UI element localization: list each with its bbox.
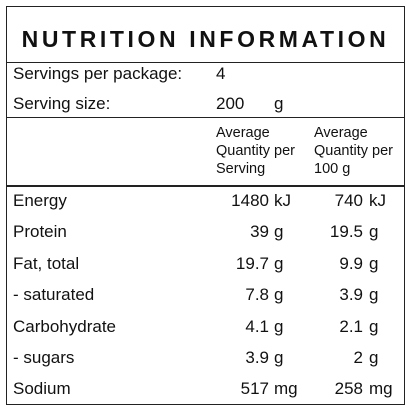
column-header-line: Average (216, 125, 270, 141)
per-serving-unit: g (274, 317, 284, 336)
per-100g-unit: g (369, 348, 379, 367)
per-serving-unit: mg (274, 379, 298, 398)
per-100g-value: 3.9 (339, 285, 363, 304)
per-serving-value: 517 (240, 379, 269, 398)
nutrient-name: Carbohydrate (13, 317, 117, 336)
per-100g-unit: g (369, 285, 379, 304)
per-100g-value: 2 (353, 348, 363, 367)
nutrient-name: Fat, total (13, 254, 80, 273)
per-100g-unit: g (369, 254, 379, 273)
nutrient-name: Protein (13, 222, 67, 241)
title-divider (7, 62, 404, 63)
per-100g-value: 19.5 (329, 222, 363, 241)
serving-size-value: 200 (216, 94, 245, 113)
per-100g-value: 2.1 (339, 317, 363, 336)
per-serving-unit: g (274, 348, 284, 367)
column-header-line: Serving (216, 161, 266, 177)
column-header-line: 100 g (314, 161, 351, 177)
per-serving-value: 39 (250, 222, 269, 241)
per-serving-unit: g (274, 254, 284, 273)
nutrient-name: Energy (13, 191, 67, 210)
per-serving-value: 7.8 (245, 285, 269, 304)
panel-title: NUTRITION INFORMATION (21, 26, 390, 52)
per-100g-unit: kJ (369, 191, 386, 210)
nutrient-name: Sodium (13, 379, 71, 398)
per-100g-unit: g (369, 222, 379, 241)
per-serving-unit: kJ (274, 191, 291, 210)
per-serving-unit: g (274, 285, 284, 304)
column-header-line: Quantity per (216, 143, 295, 159)
column-header-per-serving: Average Quantity per Serving (216, 124, 295, 178)
per-serving-value: 1480 (231, 191, 269, 210)
nutrition-panel: NUTRITION INFORMATION Servings per packa… (6, 6, 405, 405)
column-header-per-100g: Average Quantity per 100 g (314, 124, 393, 178)
serving-divider (7, 117, 404, 118)
column-header-line: Quantity per (314, 143, 393, 159)
per-serving-value: 3.9 (245, 348, 269, 367)
per-serving-value: 4.1 (245, 317, 269, 336)
servings-label: Servings per package: (13, 64, 183, 83)
per-100g-value: 740 (334, 191, 363, 210)
per-serving-unit: g (274, 222, 284, 241)
serving-size-label: Serving size: (13, 94, 111, 113)
per-100g-value: 258 (334, 379, 363, 398)
nutrient-name: - saturated (13, 285, 95, 304)
serving-size-unit: g (274, 94, 284, 113)
per-100g-value: 9.9 (339, 254, 363, 273)
per-serving-value: 19.7 (235, 254, 269, 273)
header-divider (7, 185, 404, 187)
nutrient-name: - sugars (13, 348, 75, 367)
column-header-line: Average (314, 125, 368, 141)
per-100g-unit: g (369, 317, 379, 336)
per-100g-unit: mg (369, 379, 393, 398)
servings-value: 4 (216, 64, 226, 83)
